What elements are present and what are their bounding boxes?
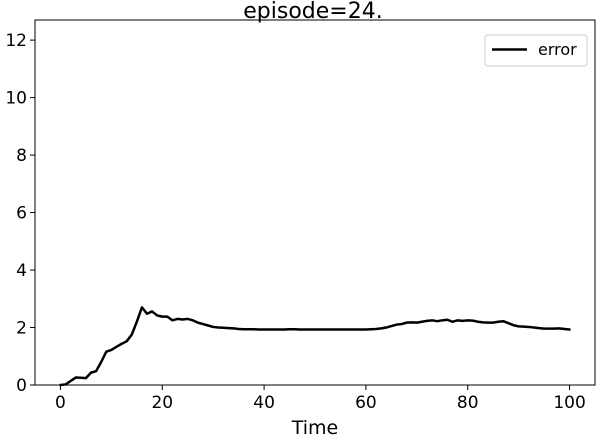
legend-box — [484, 34, 588, 67]
legend: error — [484, 34, 588, 67]
y-axis: 0 2 4 6 8 10 12 — [5, 31, 35, 396]
plot-frame — [34, 19, 596, 386]
x-tick-label: 80 — [457, 393, 479, 413]
y-tick-label: 4 — [16, 261, 27, 281]
legend-label-error: error — [538, 40, 577, 59]
x-tick-label: 20 — [151, 393, 173, 413]
y-tick-label: 2 — [16, 319, 27, 339]
y-tick-label: 10 — [5, 89, 27, 109]
y-tick-label: 6 — [16, 204, 27, 224]
x-axis: 0 20 40 60 80 100 — [55, 385, 586, 413]
y-tick-label: 8 — [16, 146, 27, 166]
x-tick-label: 0 — [55, 393, 66, 413]
x-tick-label: 60 — [355, 393, 377, 413]
series-line-error — [59, 306, 571, 387]
x-axis-title: Time — [291, 417, 339, 438]
x-tick-label: 40 — [253, 393, 275, 413]
series-layer — [59, 306, 571, 387]
y-tick-label: 12 — [5, 31, 27, 51]
x-tick-label: 100 — [553, 393, 585, 413]
y-tick-label: 0 — [16, 376, 27, 396]
